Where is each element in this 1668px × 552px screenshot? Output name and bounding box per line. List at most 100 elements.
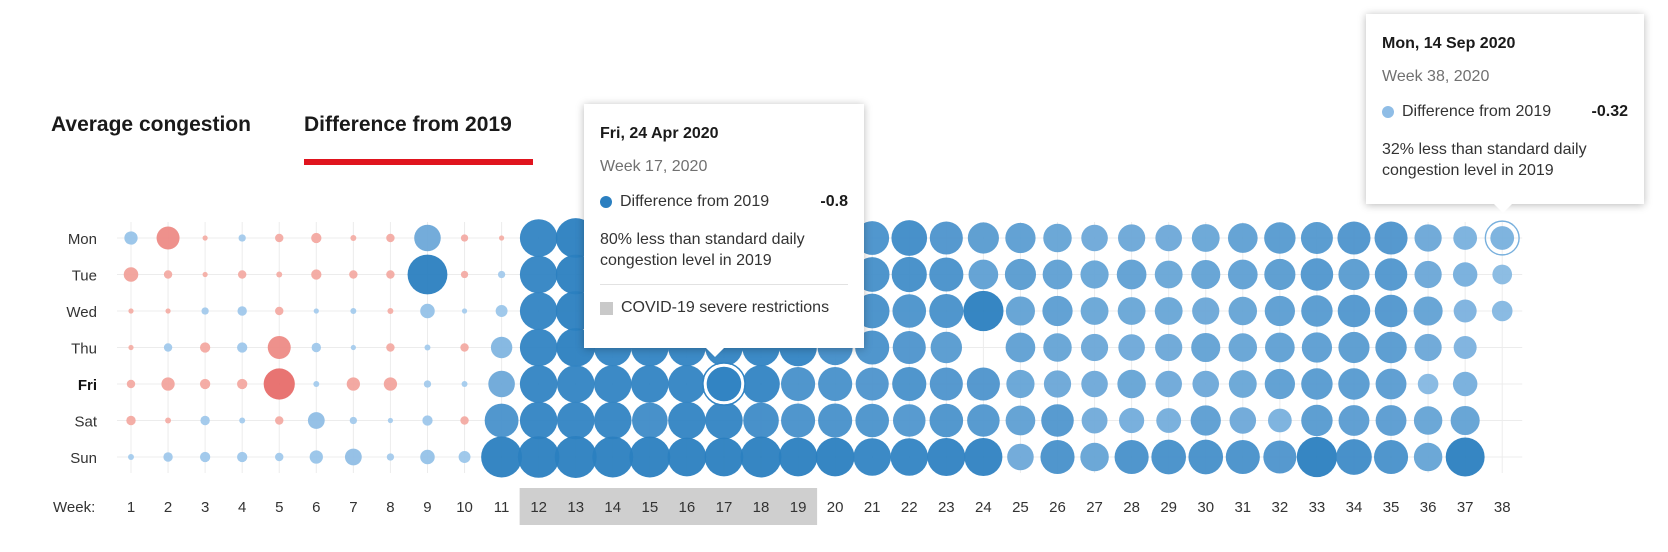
bubble-week-15-fri — [631, 365, 669, 403]
tooltip-metric-value: -0.32 — [1591, 103, 1628, 120]
bubble-week-7-fri — [346, 377, 360, 391]
bubble-week-4-mon — [238, 234, 246, 242]
bubble-week-15-sat — [632, 402, 668, 439]
bubble-week-8-tue — [386, 270, 395, 279]
week-tick-label: 34 — [1346, 499, 1363, 516]
bubble-week-26-thu — [1043, 333, 1072, 362]
bubble-week-9-thu — [424, 344, 431, 351]
bubble-week-33-fri — [1301, 368, 1333, 400]
week-tick-label: 6 — [312, 499, 320, 516]
bubble-week-37-wed — [1453, 299, 1477, 323]
bubble-week-1-sat — [126, 415, 136, 426]
bubble-week-3-thu — [199, 342, 211, 353]
bubble-week-28-fri — [1117, 369, 1146, 399]
bubble-week-11-wed — [495, 305, 508, 317]
bubble-week-29-fri — [1155, 370, 1182, 398]
restriction-band — [519, 488, 818, 525]
bubble-week-32-wed — [1264, 295, 1295, 327]
bubble-week-35-fri — [1375, 368, 1407, 400]
tooltip-description: 32% less than standard daily congestion … — [1382, 141, 1587, 179]
series-dot-icon — [1382, 106, 1394, 118]
bubble-week-30-mon — [1191, 224, 1220, 252]
bubble-week-21-sun — [853, 438, 891, 476]
bubble-week-23-thu — [930, 331, 963, 364]
week-tick-label: 24 — [975, 499, 992, 516]
bubble-week-32-mon — [1264, 222, 1296, 254]
bubble-week-2-wed — [165, 308, 171, 314]
week-tick-label: 37 — [1457, 499, 1474, 516]
week-tick-label: 1 — [127, 499, 135, 516]
bubble-week-17-sat — [705, 401, 743, 440]
bubble-week-7-mon — [350, 235, 357, 241]
bubble-week-31-fri — [1228, 370, 1257, 398]
bubble-week-32-fri — [1264, 368, 1295, 400]
week-tick-label: 25 — [1012, 499, 1029, 516]
bubble-week-16-sat — [668, 401, 706, 440]
bubble-week-25-wed — [1005, 296, 1035, 326]
bubble-week-6-sat — [307, 412, 325, 429]
bubble-week-5-mon — [275, 233, 284, 243]
bubble-week-34-fri — [1338, 368, 1370, 400]
bubble-week-2-sun — [163, 452, 173, 462]
bubble-week-3-fri — [199, 378, 211, 390]
bubble-week-6-sun — [309, 450, 323, 464]
bubble-week-1-tue — [123, 267, 139, 282]
bubble-week-28-sat — [1119, 407, 1145, 434]
bubble-week-33-mon — [1300, 222, 1333, 254]
selected-bubble-ring — [701, 361, 746, 407]
bubble-week-29-sat — [1156, 408, 1182, 433]
bubble-week-6-fri — [313, 381, 320, 387]
bubble-week-25-fri — [1006, 369, 1035, 399]
bubble-week-2-fri — [161, 377, 175, 391]
bubble-week-29-mon — [1155, 224, 1182, 252]
bubble-week-37-thu — [1453, 336, 1477, 359]
bubble-week-34-mon — [1337, 221, 1371, 255]
week-tick-label: 14 — [604, 499, 621, 516]
bubble-week-35-tue — [1374, 258, 1408, 291]
bubble-week-36-fri — [1417, 373, 1439, 395]
week-tick-label: 32 — [1272, 499, 1289, 516]
bubble-week-5-wed — [275, 306, 284, 316]
week-tick-label: 28 — [1123, 499, 1140, 516]
bubble-week-35-mon — [1374, 221, 1408, 255]
tooltip-legend-label: COVID-19 severe restrictions — [621, 299, 830, 316]
restriction-square-icon — [600, 301, 613, 315]
week-tick-label: 13 — [567, 499, 584, 516]
bubble-week-18-fri — [742, 365, 780, 403]
bubble-week-12-mon — [519, 219, 558, 257]
bubble-week-21-fri — [855, 367, 889, 401]
week-tick-label: 9 — [423, 499, 431, 516]
bubble-week-5-fri — [263, 368, 295, 400]
bubble-week-30-wed — [1192, 297, 1220, 325]
week-tick-label: 27 — [1086, 499, 1103, 516]
bubble-week-4-sun — [237, 451, 248, 463]
bubble-week-34-thu — [1338, 331, 1370, 364]
bubble-week-10-sat — [460, 416, 469, 425]
tab-difference-from-2019[interactable]: Difference from 2019 — [304, 113, 512, 136]
bubble-week-22-sun — [890, 438, 929, 476]
tab-average-congestion[interactable]: Average congestion — [51, 113, 251, 136]
bubble-week-30-fri — [1192, 370, 1220, 398]
bubble-week-1-sun — [128, 454, 134, 460]
bubble-week-37-mon — [1453, 226, 1478, 250]
bubble-week-27-thu — [1080, 333, 1109, 362]
bubble-week-35-thu — [1375, 331, 1407, 364]
bubble-week-12-thu — [519, 328, 558, 367]
bubble-week-31-wed — [1228, 296, 1258, 326]
bubble-week-37-tue — [1452, 262, 1478, 287]
bubble-week-32-tue — [1264, 258, 1296, 291]
bubble-week-38-mon — [1490, 226, 1515, 250]
bubble-week-10-wed — [461, 308, 468, 314]
bubble-week-7-thu — [350, 344, 356, 351]
day-label-thu: Thu — [71, 341, 97, 358]
bubble-week-30-sat — [1190, 405, 1221, 436]
tooltip-metric: Difference from 2019 -0.32 — [1382, 103, 1628, 121]
bubble-week-1-wed — [128, 308, 134, 314]
active-tab-indicator — [304, 159, 533, 165]
bubble-week-10-tue — [460, 270, 469, 279]
bubble-week-36-wed — [1413, 296, 1443, 326]
bubble-week-6-thu — [311, 342, 321, 353]
week-tick-label: 15 — [641, 499, 658, 516]
week-tick-label: 7 — [349, 499, 357, 516]
tooltip-week: Week 38, 2020 — [1382, 68, 1490, 85]
